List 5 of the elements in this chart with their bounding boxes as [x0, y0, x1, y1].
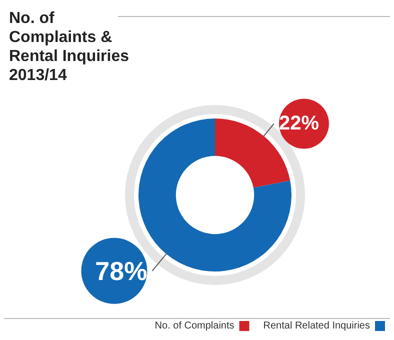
legend-label: No. of Complaints	[154, 320, 234, 332]
legend-label: Rental Related Inquiries	[263, 320, 370, 332]
data-label: 22%	[278, 112, 320, 135]
chart-title: No. of Complaints & Rental Inquiries 2013/14	[9, 10, 130, 84]
data-label: 78%	[95, 256, 148, 286]
